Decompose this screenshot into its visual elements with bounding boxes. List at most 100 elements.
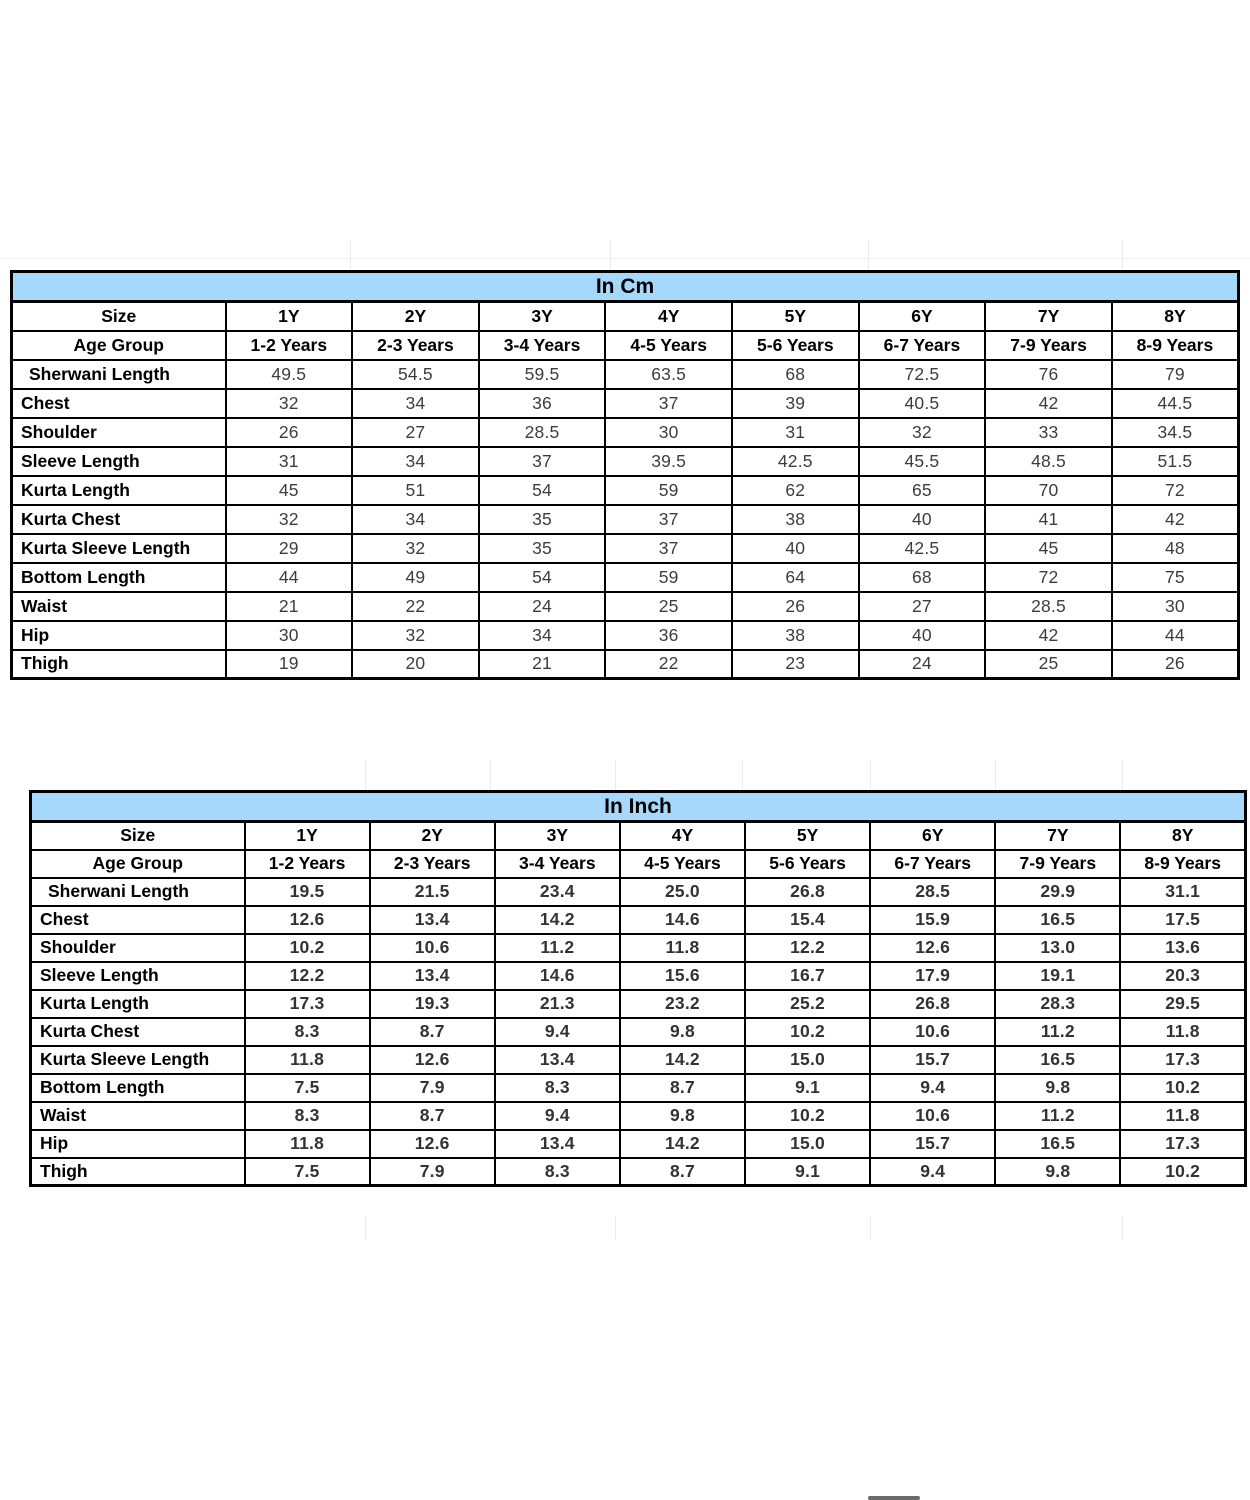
age-group-cell: 4-5 Years — [618, 848, 747, 879]
value-cell: 22 — [604, 648, 733, 680]
table-title: In Inch — [29, 790, 1247, 823]
value-cell: 12.6 — [243, 904, 371, 935]
age-group-cell: 1-2 Years — [224, 329, 354, 361]
value-cell: 14.6 — [618, 904, 747, 935]
row-label: Hip — [29, 1128, 246, 1159]
value-cell: 38 — [731, 619, 860, 651]
value-cell: 76 — [984, 358, 1113, 390]
value-cell: 41 — [984, 503, 1113, 535]
value-cell: 9.1 — [743, 1156, 872, 1187]
value-cell: 70 — [984, 474, 1113, 506]
value-cell: 11.2 — [994, 1100, 1122, 1131]
row-label: Sleeve Length — [29, 960, 246, 991]
value-cell: 25.0 — [618, 876, 747, 907]
row-label: Sherwani Length — [29, 876, 246, 907]
value-cell: 17.3 — [1119, 1044, 1247, 1075]
value-cell: 24 — [857, 648, 987, 680]
value-cell: 10.2 — [1119, 1156, 1247, 1187]
value-cell: 7.9 — [368, 1072, 496, 1103]
table-row: Kurta Chest 32 34 35 37 38 40 41 42 — [10, 503, 1240, 535]
value-cell: 32 — [351, 532, 480, 564]
value-cell: 15.7 — [869, 1044, 997, 1075]
gridline — [1122, 240, 1123, 270]
size-column-header: 6Y — [857, 300, 987, 332]
row-label: Shoulder — [10, 416, 227, 448]
gridline — [995, 760, 996, 790]
row-label: Shoulder — [29, 932, 246, 963]
value-cell: 72 — [1110, 474, 1240, 506]
value-cell: 26.8 — [869, 988, 997, 1019]
row-label: Kurta Sleeve Length — [10, 532, 227, 564]
value-cell: 10.2 — [243, 932, 371, 963]
value-cell: 59 — [604, 474, 733, 506]
size-column-header: 1Y — [224, 300, 354, 332]
value-cell: 25 — [604, 590, 733, 622]
value-cell: 13.4 — [368, 904, 496, 935]
age-group-cell: 1-2 Years — [243, 848, 371, 879]
value-cell: 9.4 — [493, 1100, 621, 1131]
size-column-header: 7Y — [994, 820, 1122, 851]
age-group-cell: 7-9 Years — [994, 848, 1122, 879]
value-cell: 59 — [604, 561, 733, 593]
row-label: Thigh — [29, 1156, 246, 1187]
value-cell: 10.6 — [869, 1016, 997, 1047]
cm-size-table-section: In Cm Size 1Y 2Y 3Y 4Y 5Y 6Y 7Y 8Y Age Group 1-… — [10, 270, 1240, 680]
value-cell: 9.8 — [618, 1100, 747, 1131]
value-cell: 9.8 — [618, 1016, 747, 1047]
gridline — [1122, 1216, 1123, 1240]
size-chart-table: In Cm Size 1Y 2Y 3Y 4Y 5Y 6Y 7Y 8Y Age Group 1-… — [10, 270, 1240, 680]
value-cell: 11.8 — [243, 1044, 371, 1075]
value-cell: 44 — [224, 561, 354, 593]
value-cell: 9.4 — [869, 1072, 997, 1103]
value-cell: 48 — [1110, 532, 1240, 564]
value-cell: 36 — [604, 619, 733, 651]
gridline — [868, 240, 869, 270]
gridline — [365, 760, 366, 790]
value-cell: 49.5 — [224, 358, 354, 390]
row-label: Chest — [29, 904, 246, 935]
value-cell: 8.7 — [618, 1072, 747, 1103]
value-cell: 42 — [984, 619, 1113, 651]
value-cell: 64 — [731, 561, 860, 593]
value-cell: 7.5 — [243, 1072, 371, 1103]
gridline — [365, 1216, 366, 1240]
value-cell: 29 — [224, 532, 354, 564]
value-cell: 19.3 — [368, 988, 496, 1019]
size-row-header: Size — [29, 820, 246, 851]
gridline — [742, 760, 743, 790]
value-cell: 28.3 — [994, 988, 1122, 1019]
value-cell: 21.5 — [368, 876, 496, 907]
value-cell: 37 — [604, 503, 733, 535]
row-label: Sherwani Length — [10, 358, 227, 390]
age-group-cell: 2-3 Years — [368, 848, 496, 879]
table-row: Thigh 19 20 21 22 23 24 25 26 — [10, 648, 1240, 680]
table-row: Bottom Length 7.5 7.9 8.3 8.7 9.1 9.4 9.8 10.2 — [29, 1072, 1247, 1103]
value-cell: 26 — [224, 416, 354, 448]
row-label: Kurta Chest — [10, 503, 227, 535]
table-row: Sherwani Length 19.5 21.5 23.4 25.0 26.8 28.5 2… — [29, 876, 1247, 907]
size-column-header: 5Y — [731, 300, 860, 332]
value-cell: 45 — [984, 532, 1113, 564]
gridline — [1122, 760, 1123, 790]
row-label: Bottom Length — [10, 561, 227, 593]
value-cell: 51 — [351, 474, 480, 506]
value-cell: 14.2 — [618, 1128, 747, 1159]
value-cell: 34 — [351, 445, 480, 477]
value-cell: 16.5 — [994, 904, 1122, 935]
value-cell: 49 — [351, 561, 480, 593]
table-row: Bottom Length 44 49 54 59 64 68 72 75 — [10, 561, 1240, 593]
value-cell: 35 — [477, 532, 607, 564]
value-cell: 12.6 — [368, 1128, 496, 1159]
table-row: Sleeve Length 12.2 13.4 14.6 15.6 16.7 17.9 19.… — [29, 960, 1247, 991]
value-cell: 12.2 — [743, 932, 872, 963]
value-cell: 26 — [731, 590, 860, 622]
age-group-row-header: Age Group — [10, 329, 227, 361]
table-row: Shoulder 26 27 28.5 30 31 32 33 34.5 — [10, 416, 1240, 448]
age-group-row: Age Group 1-2 Years 2-3 Years 3-4 Years 4-5… — [29, 848, 1247, 879]
row-label: Hip — [10, 619, 227, 651]
value-cell: 16.5 — [994, 1128, 1122, 1159]
value-cell: 30 — [224, 619, 354, 651]
value-cell: 13.6 — [1119, 932, 1247, 963]
value-cell: 34 — [351, 503, 480, 535]
value-cell: 68 — [857, 561, 987, 593]
